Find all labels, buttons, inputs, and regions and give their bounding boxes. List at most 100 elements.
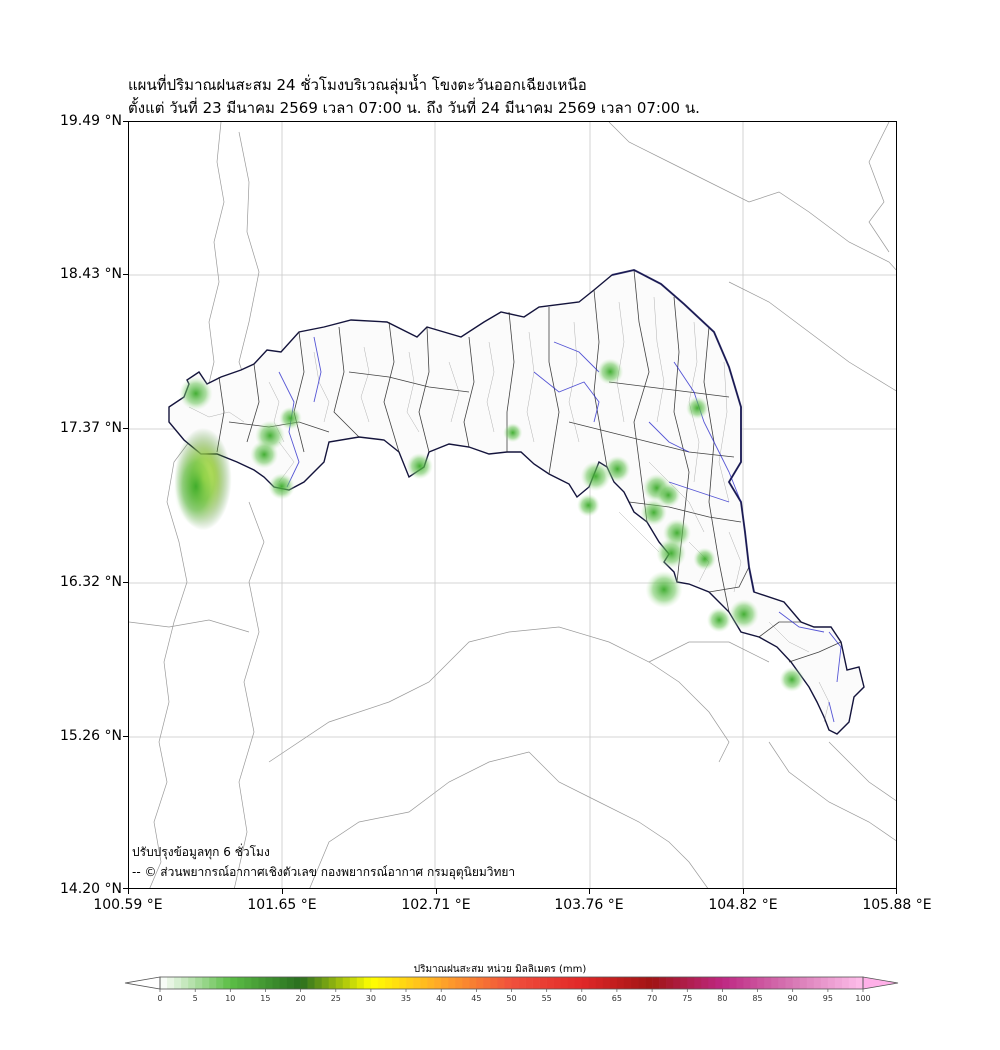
credit-note: -- © ส่วนพยากรณ์อากาศเชิงตัวเลข กองพยากร… bbox=[132, 865, 516, 879]
colorbar-tick-label: 65 bbox=[612, 994, 622, 1003]
colorbar-cell bbox=[279, 977, 287, 989]
colorbar-tick-label: 75 bbox=[682, 994, 692, 1003]
colorbar-tick-label: 30 bbox=[366, 994, 376, 1003]
colorbar-tick-label: 50 bbox=[506, 994, 516, 1003]
mekong-river bbox=[611, 268, 755, 593]
colorbar-cell bbox=[328, 977, 337, 989]
rainfall-spot bbox=[706, 607, 732, 633]
colorbar-cell bbox=[448, 977, 456, 989]
colorbar-cell bbox=[652, 977, 660, 989]
colorbar-cell bbox=[616, 977, 625, 989]
rainfall-spot bbox=[503, 423, 523, 443]
colorbar-cell bbox=[160, 977, 168, 989]
colorbar-tick-label: 0 bbox=[157, 994, 162, 1003]
colorbar-cell bbox=[483, 977, 491, 989]
colorbar-cell bbox=[167, 977, 175, 989]
colorbar-cell bbox=[174, 977, 182, 989]
colorbar-cell bbox=[321, 977, 330, 989]
colorbar-cell bbox=[799, 977, 808, 989]
lat-tick-label: 19.49 °N bbox=[59, 113, 122, 129]
colorbar-cell bbox=[195, 977, 203, 989]
colorbar-cell bbox=[202, 977, 210, 989]
colorbar-cell bbox=[434, 977, 442, 989]
colorbar-cell bbox=[785, 977, 793, 989]
colorbar-cell bbox=[251, 977, 259, 989]
colorbar-tick-label: 95 bbox=[823, 994, 833, 1003]
lon-tick-label: 104.82 °E bbox=[708, 897, 778, 913]
rainfall-spot bbox=[279, 406, 302, 430]
lat-tick-mark bbox=[123, 428, 128, 429]
colorbar-cell bbox=[623, 977, 632, 989]
colorbar-cell bbox=[335, 977, 344, 989]
colorbar-cell bbox=[848, 977, 857, 989]
colorbar-cell bbox=[834, 977, 843, 989]
lat-tick-label: 18.43 °N bbox=[59, 266, 122, 282]
colorbar-cell bbox=[525, 977, 533, 989]
colorbar-cell bbox=[181, 977, 189, 989]
update-frequency-note: ปรับปรุงข้อมูลทุก 6 ชั่วโมง bbox=[132, 845, 270, 859]
colorbar-cell bbox=[750, 977, 758, 989]
rainfall-spot bbox=[604, 455, 631, 483]
colorbar-tick-label: 10 bbox=[225, 994, 235, 1003]
colorbar-cell bbox=[420, 977, 428, 989]
colorbar-cell bbox=[841, 977, 850, 989]
lat-tick-mark bbox=[123, 736, 128, 737]
colorbar-cell bbox=[370, 977, 379, 989]
rainfall-spot bbox=[250, 440, 279, 469]
colorbar-tick-label: 15 bbox=[260, 994, 270, 1003]
colorbar-tick-label: 55 bbox=[542, 994, 552, 1003]
rainfall-spot bbox=[406, 452, 433, 480]
lat-tick-mark bbox=[123, 121, 128, 122]
colorbar-cell bbox=[469, 977, 477, 989]
colorbar-cell bbox=[441, 977, 449, 989]
colorbar-cell bbox=[609, 977, 618, 989]
colorbar-cell bbox=[827, 977, 836, 989]
basin-outline bbox=[168, 269, 865, 735]
lon-tick-mark bbox=[128, 889, 129, 894]
rainfall-spot bbox=[656, 538, 687, 569]
lat-tick-label: 17.37 °N bbox=[59, 420, 122, 436]
colorbar-cell bbox=[349, 977, 358, 989]
colorbar-cell bbox=[300, 977, 308, 989]
lat-tick-label: 14.20 °N bbox=[59, 881, 122, 897]
colorbar-cell bbox=[581, 977, 590, 989]
colorbar-cell bbox=[272, 977, 280, 989]
colorbar-cell bbox=[532, 977, 540, 989]
colorbar-cell bbox=[223, 977, 231, 989]
colorbar-tick-label: 45 bbox=[471, 994, 481, 1003]
colorbar-cell bbox=[645, 977, 653, 989]
colorbar-cell bbox=[792, 977, 801, 989]
colorbar-cell bbox=[602, 977, 611, 989]
colorbar-cell bbox=[715, 977, 723, 989]
colorbar-cell bbox=[188, 977, 196, 989]
colorbar-cell bbox=[286, 977, 294, 989]
colorbar-tick-label: 60 bbox=[577, 994, 587, 1003]
lon-tick-mark bbox=[743, 889, 744, 894]
colorbar-cell bbox=[729, 977, 737, 989]
lat-tick-label: 15.26 °N bbox=[59, 728, 122, 744]
colorbar-cell bbox=[490, 977, 498, 989]
colorbar-cell bbox=[518, 977, 526, 989]
colorbar-cell bbox=[314, 977, 322, 989]
colorbar-tick-label: 100 bbox=[855, 994, 870, 1003]
colorbar-cell bbox=[673, 977, 681, 989]
colorbar-cell bbox=[406, 977, 414, 989]
colorbar-cell bbox=[265, 977, 273, 989]
colorbar-cell bbox=[567, 977, 576, 989]
colorbar-tick-label: 40 bbox=[436, 994, 446, 1003]
colorbar-max-arrow bbox=[862, 976, 899, 990]
colorbar-cell bbox=[631, 977, 639, 989]
map-subtitle-period: ตั้งแต่ วันที่ 23 มีนาคม 2569 เวลา 07:00… bbox=[128, 99, 700, 117]
colorbar-cell bbox=[504, 977, 512, 989]
colorbar-cell bbox=[743, 977, 751, 989]
colorbar-cell bbox=[708, 977, 716, 989]
colorbar-cell bbox=[413, 977, 421, 989]
colorbar-cell bbox=[736, 977, 744, 989]
background-boundaries bbox=[129, 122, 896, 888]
colorbar-cell bbox=[356, 977, 365, 989]
colorbar-cell bbox=[244, 977, 252, 989]
colorbar-cell bbox=[476, 977, 484, 989]
colorbar-cell bbox=[764, 977, 772, 989]
colorbar-cell bbox=[377, 977, 386, 989]
colorbar-cell bbox=[391, 977, 400, 989]
